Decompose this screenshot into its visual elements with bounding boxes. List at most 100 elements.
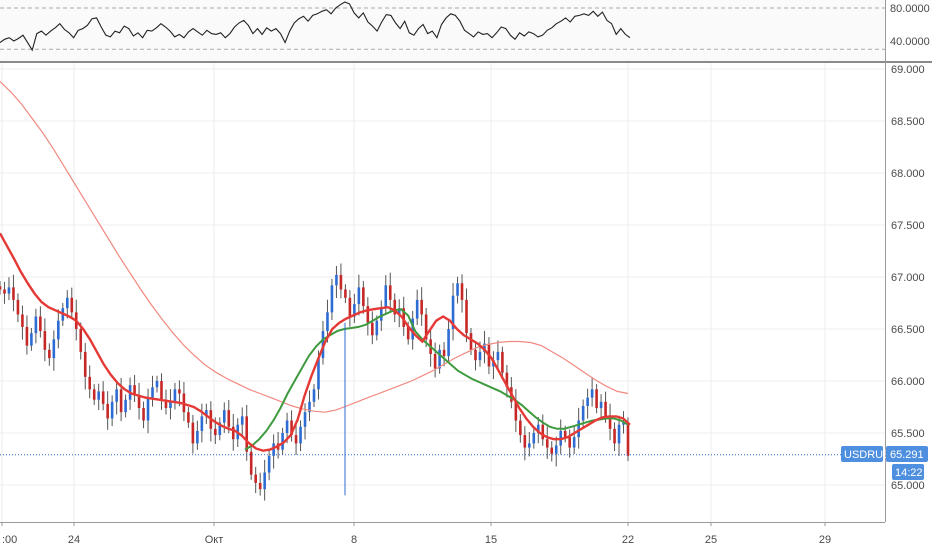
- candle-body: [433, 353, 437, 369]
- candle-body: [272, 443, 275, 456]
- candle-body: [339, 274, 343, 290]
- candle-body: [604, 401, 607, 417]
- candle-body: [7, 287, 11, 294]
- mid-moving-average: [244, 308, 629, 451]
- candle-body: [258, 482, 262, 490]
- candle-body: [375, 320, 379, 336]
- candles: [0, 263, 630, 501]
- candle-body: [218, 422, 222, 436]
- price-tick-label: 66.000: [891, 376, 925, 388]
- fast-moving-average: [0, 232, 631, 452]
- price-tick-label: 68.500: [891, 116, 925, 128]
- candle-body: [151, 387, 154, 398]
- candle-body: [70, 297, 74, 313]
- candle-body: [523, 435, 527, 448]
- candle-body: [169, 401, 172, 409]
- candle-body: [83, 351, 87, 377]
- candle-body: [196, 430, 199, 444]
- price-axis[interactable]: 69.000 68.500 68.000 67.500 67.000 66.500 66.0…: [891, 64, 925, 492]
- candle-body: [21, 314, 24, 327]
- candle-body: [115, 389, 118, 402]
- candle-body: [613, 428, 616, 444]
- candle-body: [599, 401, 603, 409]
- candle-body: [299, 426, 302, 444]
- candle-body: [164, 399, 168, 409]
- time-tick-label: :00: [2, 534, 17, 546]
- candle-body: [191, 422, 195, 444]
- candle-body: [608, 416, 612, 429]
- candle-body: [514, 401, 518, 421]
- candle-body: [424, 314, 428, 340]
- candle-body: [173, 389, 177, 402]
- time-tick-label: 24: [68, 534, 80, 546]
- candle-body: [155, 381, 159, 388]
- candle-body: [3, 289, 6, 294]
- candle-body: [231, 426, 235, 440]
- candle-body: [106, 403, 109, 419]
- candle-body: [267, 455, 271, 473]
- candle-body: [501, 351, 504, 373]
- candle-body: [460, 283, 464, 300]
- candle-body: [187, 412, 190, 423]
- price-panel[interactable]: [0, 81, 885, 501]
- candle-body: [34, 316, 38, 334]
- candle-body: [366, 306, 370, 323]
- time-tick-label: 8: [351, 534, 357, 546]
- candle-body: [205, 410, 208, 417]
- candle-body: [581, 405, 585, 421]
- candle-body: [43, 331, 47, 350]
- candle-body: [240, 416, 244, 425]
- last-price-label: 65.291: [890, 449, 924, 461]
- candle-body: [536, 424, 540, 433]
- candle-body: [362, 287, 365, 307]
- time-tick-label: 25: [705, 534, 717, 546]
- candle-body: [469, 333, 473, 350]
- candle-body: [406, 326, 410, 340]
- candle-body: [541, 424, 545, 440]
- oscillator-tick-label: 80.0000: [890, 3, 930, 15]
- candle-body: [290, 420, 293, 436]
- candle-body: [344, 289, 347, 298]
- candle-body: [572, 437, 576, 448]
- candle-body: [263, 472, 266, 490]
- candle-body: [595, 389, 598, 409]
- candle-body: [379, 308, 383, 321]
- countdown-label: 14:22: [895, 467, 923, 479]
- candle-body: [330, 285, 334, 313]
- oscillator-tick-label: 40.0000: [890, 36, 930, 48]
- candle-body: [312, 389, 316, 402]
- candle-body: [222, 410, 226, 423]
- countdown-badge: [892, 464, 924, 480]
- time-tick-label: 22: [622, 534, 634, 546]
- candle-body: [397, 308, 401, 315]
- candle-body: [79, 329, 83, 352]
- candle-body: [402, 308, 406, 327]
- candle-body: [249, 451, 253, 475]
- candle-body: [626, 422, 630, 456]
- candle-body: [622, 422, 625, 425]
- time-axis[interactable]: :00 24 Окт 8 15 22 25 29: [1, 522, 831, 546]
- candle-body: [447, 329, 450, 357]
- last-price-badge: USDRUB 65.291 14:22: [841, 446, 928, 480]
- candle-body: [92, 389, 96, 400]
- candle-body: [285, 420, 289, 433]
- candle-body: [281, 433, 284, 450]
- candle-body: [348, 297, 352, 317]
- candle-body: [442, 349, 446, 357]
- candle-body: [451, 295, 455, 329]
- candle-body: [294, 435, 298, 444]
- candle-body: [308, 401, 311, 413]
- candle-body: [411, 318, 414, 340]
- candle-body: [0, 286, 2, 290]
- slow-moving-average: [0, 81, 629, 413]
- candle-body: [478, 351, 482, 361]
- price-tick-label: 67.000: [891, 272, 925, 284]
- candle-body: [456, 283, 459, 296]
- candle-body: [254, 474, 257, 483]
- candle-body: [438, 349, 441, 369]
- candle-body: [586, 397, 589, 406]
- candle-body: [483, 343, 486, 352]
- candle-body: [160, 381, 163, 400]
- candle-body: [12, 287, 15, 300]
